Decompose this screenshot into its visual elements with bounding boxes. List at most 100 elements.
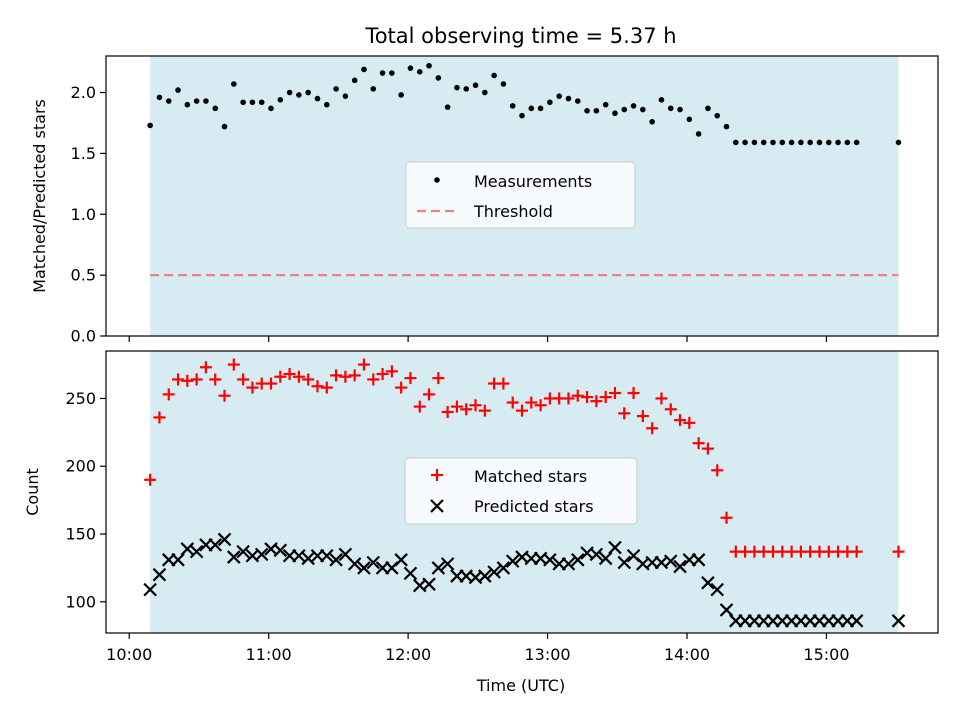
measurement-point xyxy=(602,101,609,108)
measurement-point xyxy=(370,86,377,92)
measurement-point xyxy=(407,65,414,71)
matched-star-point xyxy=(701,442,714,455)
matched-star-point xyxy=(162,388,175,401)
legend-predicted-marker xyxy=(430,499,444,513)
predicted-star-point xyxy=(217,532,232,547)
x-tick-label: 14:00 xyxy=(664,645,710,664)
x-tick-label: 15:00 xyxy=(803,645,849,664)
matched-star-point xyxy=(385,365,398,378)
top-panel: 0.00.51.01.52.0 Matched/Predicted stars … xyxy=(30,55,939,346)
measurement-point xyxy=(286,89,293,96)
measurement-point xyxy=(240,99,246,106)
measurement-point xyxy=(231,81,237,87)
x-tick-label: 12:00 xyxy=(385,645,431,664)
predicted-star-point xyxy=(440,557,455,571)
y-tick-label: 0.5 xyxy=(71,266,96,285)
measurement-point xyxy=(463,86,470,92)
measurement-point xyxy=(212,105,219,112)
predicted-star-point xyxy=(180,542,195,556)
predicted-star-point xyxy=(292,548,306,563)
measurement-point xyxy=(305,89,311,96)
predicted-star-point xyxy=(719,603,734,617)
matched-star-point xyxy=(227,358,240,371)
measurement-point xyxy=(895,139,902,146)
matched-star-point xyxy=(274,370,287,383)
predicted-star-point xyxy=(570,553,585,567)
matched-star-point xyxy=(469,399,482,412)
measurement-point xyxy=(277,97,284,103)
matched-star-point xyxy=(506,396,519,409)
bottom-legend: Matched stars Predicted stars xyxy=(404,457,638,525)
predicted-star-point xyxy=(189,544,204,559)
matched-star-point xyxy=(516,404,528,417)
predicted-star-point xyxy=(366,555,381,570)
measurement-point xyxy=(751,139,758,146)
predicted-star-point xyxy=(403,566,418,581)
matched-star-point xyxy=(636,410,649,423)
matched-star-point xyxy=(497,377,510,390)
measurement-point xyxy=(398,92,404,98)
matched-star-point xyxy=(320,381,333,394)
bottom-y-axis-label: Count xyxy=(23,468,42,516)
predicted-star-point xyxy=(505,554,520,568)
predicted-star-point xyxy=(171,553,185,567)
measurement-point xyxy=(500,81,507,87)
measurement-point xyxy=(482,89,488,96)
predicted-star-point xyxy=(891,614,906,628)
y-tick-label: 2.0 xyxy=(71,83,96,102)
measurement-point xyxy=(537,105,544,112)
y-tick-label: 1.5 xyxy=(71,144,96,163)
matched-star-point xyxy=(265,377,278,390)
measurement-point xyxy=(770,139,776,146)
matched-star-point xyxy=(674,414,687,427)
measurement-point xyxy=(788,139,795,146)
measurement-point xyxy=(733,139,739,146)
bottom-panel: 100 150 200 250 10:00 11:00 12:00 13:00 14:00 15… xyxy=(23,350,939,695)
matched-star-point xyxy=(599,391,612,404)
measurement-point xyxy=(361,66,367,73)
y-tick-label: 200 xyxy=(65,457,96,476)
measurement-point xyxy=(184,101,191,108)
predicted-star-point xyxy=(152,567,167,582)
predicted-star-point xyxy=(487,565,501,579)
matched-star-point xyxy=(478,404,491,417)
matched-star-point xyxy=(339,370,352,383)
measurement-point xyxy=(249,99,256,106)
matched-star-point xyxy=(534,399,547,412)
predicted-star-point xyxy=(561,557,576,571)
measurement-point xyxy=(695,131,702,137)
matched-star-point xyxy=(441,406,454,419)
top-y-ticks: 0.0 0.5 1.0 1.5 2.0 xyxy=(71,83,106,346)
measurement-point xyxy=(825,139,832,146)
predicted-star-point xyxy=(301,551,315,566)
measurement-point xyxy=(621,106,628,113)
measurement-point xyxy=(221,123,228,130)
measurement-point xyxy=(444,104,451,110)
x-axis-label: Time (UTC) xyxy=(476,676,565,695)
measurement-point xyxy=(714,112,721,119)
measurement-point xyxy=(574,98,581,104)
legend-predicted-label: Predicted stars xyxy=(474,497,594,516)
x-tick-label: 10:00 xyxy=(106,645,152,664)
top-axes-frame xyxy=(105,55,939,337)
matched-star-point xyxy=(711,464,724,477)
top-x-ticks xyxy=(128,336,828,342)
predicted-star-point xyxy=(329,553,343,567)
matched-star-point xyxy=(292,370,305,383)
matched-star-point xyxy=(664,403,677,416)
measurement-point xyxy=(565,95,572,102)
measurement-point xyxy=(147,122,153,129)
matched-star-point xyxy=(209,373,222,386)
predicted-star-point xyxy=(701,576,715,590)
matched-stars-points xyxy=(144,358,905,558)
measurement-point xyxy=(509,103,516,109)
x-tick-label: 13:00 xyxy=(525,645,571,664)
measurement-point xyxy=(677,106,683,113)
measurement-point xyxy=(686,116,693,123)
predicted-star-point xyxy=(543,553,557,567)
y-tick-label: 0.0 xyxy=(71,327,96,346)
measurement-point xyxy=(175,87,181,93)
matched-star-point xyxy=(237,373,250,386)
predicted-stars-points xyxy=(143,532,906,628)
measurement-point xyxy=(472,82,479,89)
